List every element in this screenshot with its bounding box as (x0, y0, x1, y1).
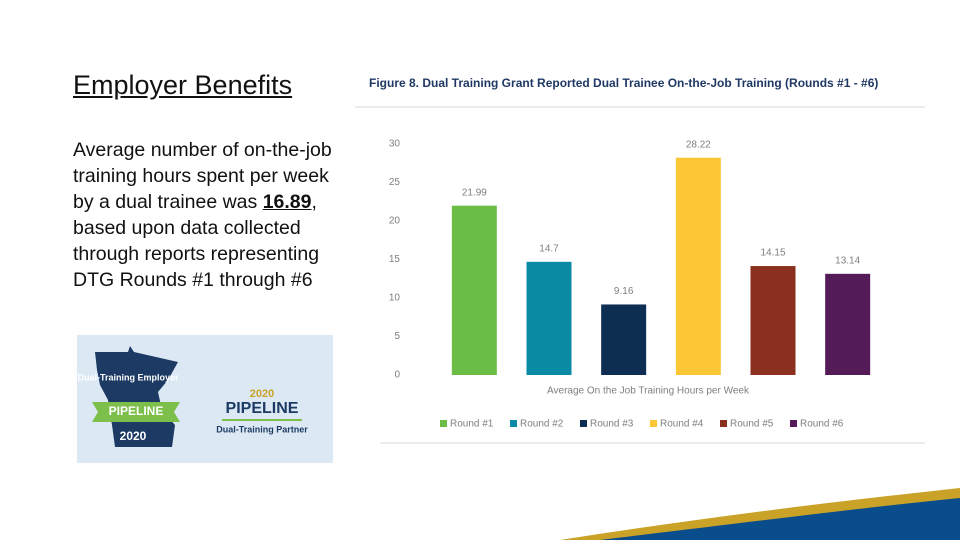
y-tick-label: 0 (394, 370, 400, 381)
legend-swatch (650, 420, 657, 427)
logo-text: 2020 (120, 429, 147, 443)
data-label: 14.7 (539, 243, 559, 254)
legend-swatch (720, 420, 727, 427)
x-axis-label: Average On the Job Training Hours per We… (547, 386, 750, 397)
logo-text: PIPELINE (226, 400, 299, 417)
logo-text: Dual-Training Employer (77, 372, 179, 382)
bar (825, 273, 871, 375)
bar (675, 157, 721, 375)
legend-swatch (510, 420, 517, 427)
swoosh-blue (600, 498, 960, 540)
logo-text: Dual-Training Partner (216, 424, 308, 434)
y-tick-label: 5 (394, 331, 400, 342)
y-tick-label: 10 (389, 293, 401, 304)
body-text: , based upon data collected through repo… (73, 191, 320, 291)
data-label: 14.15 (760, 248, 785, 259)
body-text: Average number of on-the-job training ho… (73, 139, 332, 213)
bar (451, 205, 497, 375)
bar (750, 266, 796, 375)
y-tick-label: 30 (389, 139, 401, 150)
legend-swatch (580, 420, 587, 427)
heading: Employer Benefits (73, 70, 293, 100)
legend-swatch (440, 420, 447, 427)
y-tick-label: 25 (389, 177, 401, 188)
bar (526, 261, 572, 375)
body-text: Average number of on-the-job training ho… (73, 137, 348, 293)
chart-title: Figure 8. Dual Training Grant Reported D… (369, 76, 878, 90)
data-label: 13.14 (835, 255, 860, 266)
data-label: 21.99 (462, 187, 487, 198)
logo-banner (92, 402, 180, 422)
logo-text: 2020 (250, 388, 274, 400)
legend-label: Round #4 (660, 419, 704, 430)
legend-swatch (790, 420, 797, 427)
legend-label: Round #2 (520, 419, 564, 430)
y-tick-label: 15 (389, 254, 401, 265)
legend-label: Round #1 (450, 419, 494, 430)
legend-label: Round #6 (800, 419, 844, 430)
bar (601, 304, 647, 375)
data-label: 9.16 (614, 286, 634, 297)
legend-label: Round #5 (730, 419, 774, 430)
y-tick-label: 20 (389, 216, 401, 227)
legend-label: Round #3 (590, 419, 634, 430)
data-label: 28.22 (686, 139, 711, 150)
highlight: 16.89 (262, 191, 312, 213)
chart: Figure 8. Dual Training Grant Reported D… (355, 76, 925, 444)
logo-text: PIPELINE (109, 404, 164, 418)
